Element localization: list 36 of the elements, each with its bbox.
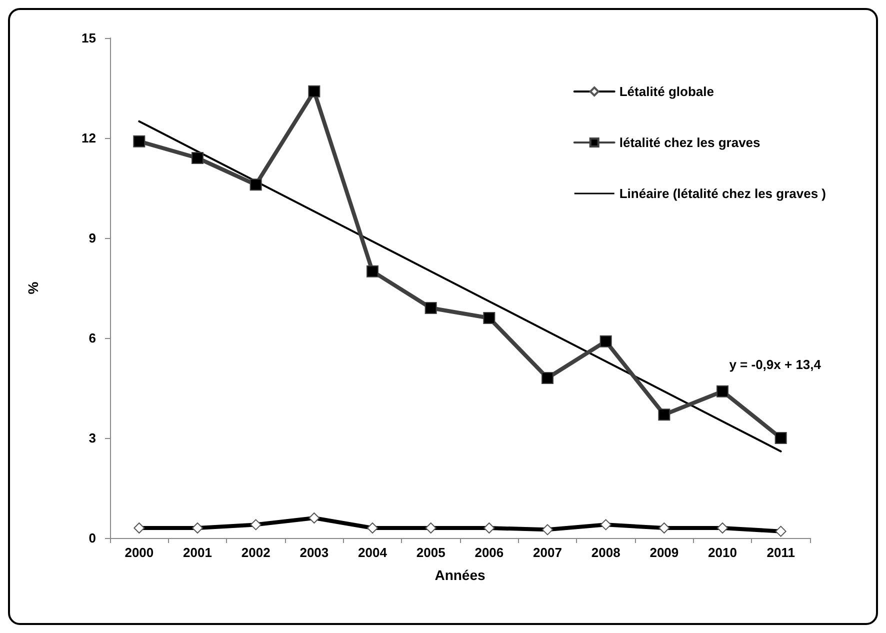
legend-label: Létalité globale [619, 84, 714, 99]
y-tick-label: 6 [88, 330, 96, 346]
point [716, 385, 728, 398]
y-tick-label: 3 [88, 430, 96, 446]
point [308, 85, 320, 98]
legend-label: Linéaire (létalité chez les graves ) [619, 186, 826, 201]
x-tick-label: 2003 [300, 545, 329, 560]
x-tick-label: 2005 [416, 545, 446, 560]
x-tick-label: 2011 [766, 545, 795, 560]
point [366, 265, 378, 278]
y-axis-title: % [25, 281, 41, 294]
x-tick-label: 2004 [358, 545, 388, 560]
x-tick-label: 2008 [591, 545, 620, 560]
x-tick-label: 2006 [474, 545, 504, 560]
x-tick-label: 2010 [708, 545, 737, 560]
y-tick-label: 9 [88, 230, 96, 246]
point [542, 372, 554, 384]
point [192, 152, 204, 164]
point [133, 135, 146, 148]
x-tick-label: 2000 [124, 545, 154, 560]
point [483, 312, 496, 324]
y-tick-label: 0 [88, 530, 96, 546]
legend-label: létalité chez les graves [619, 135, 760, 150]
y-tick-label: 15 [82, 30, 96, 46]
point [424, 302, 437, 314]
point [250, 178, 262, 191]
x-axis-title: Années [434, 567, 486, 583]
x-tick-label: 2009 [650, 545, 679, 560]
point [774, 432, 787, 444]
point [658, 408, 670, 421]
point [600, 335, 612, 348]
x-tick-label: 2002 [241, 545, 270, 560]
x-tick-label: 2001 [183, 545, 212, 560]
x-tick-label: 2007 [533, 545, 562, 560]
y-tick-label: 12 [82, 130, 96, 146]
annotation: y = -0,9x + 13,4 [729, 357, 822, 372]
